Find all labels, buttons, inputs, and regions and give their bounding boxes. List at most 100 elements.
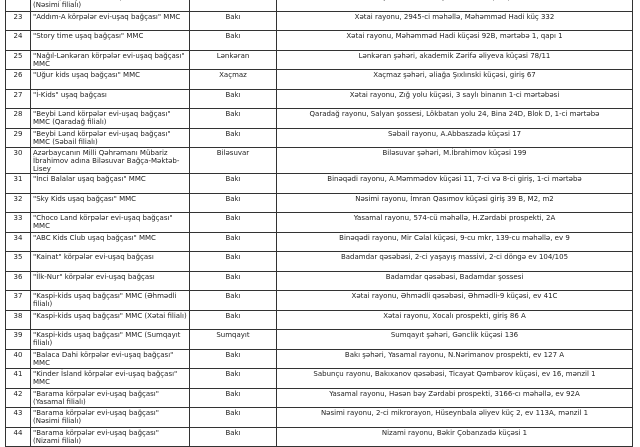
address: Xətai rayonu, 2945-ci məhəllə, Məhəmməd … bbox=[276, 10, 633, 31]
institution-name: "Kaspi-kids uşaq bağçası" MMC (Əhmədli f… bbox=[30, 290, 190, 311]
address: Sumqayıt şəhəri, Gənclik küçəsi 136 bbox=[276, 329, 633, 350]
row-number: 44 bbox=[5, 426, 31, 447]
institution-name: "Barama körpələr evi-uşaq bağçası" (Nəsi… bbox=[30, 407, 190, 428]
address: Biləsuvar şəhəri, M.İbrahimov küçəsi 199 bbox=[276, 147, 633, 174]
table-row: 30 Azərbaycanın Milli Qəhrəmanı Mübariz İ… bbox=[5, 147, 633, 174]
row-number: 29 bbox=[5, 127, 31, 148]
table-row: 33 "Choco Land körpələr evi-uşaq bağçası"… bbox=[5, 212, 633, 233]
address: Badamdar qəsəbəsi, Badamdar şossesi bbox=[276, 270, 633, 291]
institution-name: "Beybi Lənd körpələr evi-uşaq bağçası" M… bbox=[30, 127, 190, 148]
institution-name: "Kainat" körpələr evi-uşaq bağçası bbox=[30, 251, 190, 272]
institution-name: "Story time uşaq bağçası" MMC bbox=[30, 30, 190, 51]
city: Bakı bbox=[189, 0, 277, 12]
table-row: 35 "Kainat" körpələr evi-uşaq bağçası Bakı… bbox=[5, 251, 633, 272]
address: Bakı şəhəri, Nəsimi rayonu, Moskva prosp… bbox=[276, 0, 633, 12]
institution-name: "Addım-A körpələr evi-uşaq bağçası" MMC bbox=[30, 10, 190, 31]
city: Bakı bbox=[189, 192, 277, 213]
table-row: 34 "ABC Kids Club uşaq bağçası" MMC Bakı Bi… bbox=[5, 231, 633, 252]
table-row: 31 "İnci Balalar uşaq bağçası" MMC Bakı Bin… bbox=[5, 173, 633, 194]
row-number: 28 bbox=[5, 108, 31, 129]
city: Bakı bbox=[189, 407, 277, 428]
row-number: 35 bbox=[5, 251, 31, 272]
row-number: 32 bbox=[5, 192, 31, 213]
address: Qaradağ rayonu, Salyan şossesi, Lökbatan… bbox=[276, 108, 633, 129]
city: Bakı bbox=[189, 212, 277, 233]
row-number: 30 bbox=[5, 147, 31, 174]
city: Lənkəran bbox=[189, 49, 277, 70]
city: Sumqayıt bbox=[189, 329, 277, 350]
address: Xətai rayonu, Zığ yolu küçəsi, 3 saylı b… bbox=[276, 88, 633, 109]
institution-name: "Choco Land körpələr evi-uşaq bağçası" M… bbox=[30, 212, 190, 233]
address: Binəqədi rayonu, Mir Cəlal küçəsi, 9-cu … bbox=[276, 231, 633, 252]
institution-name: "Kaspi-kids uşaq bağçası" MMC (Xətai fil… bbox=[30, 309, 190, 330]
table-row: 42 "Barama körpələr evi-uşaq bağçası" (Ya… bbox=[5, 387, 633, 408]
table-row: 39 "Kaspi-kids uşaq bağçası" MMC (Sumqayı… bbox=[5, 329, 633, 350]
row-number: 22 bbox=[5, 0, 31, 12]
table-row: 29 "Beybi Lənd körpələr evi-uşaq bağçası"… bbox=[5, 127, 633, 148]
institution-name: "Sky Kids uşaq bağçası" MMC bbox=[30, 192, 190, 213]
row-number: 26 bbox=[5, 69, 31, 90]
institution-name: "Barama körpələr evi-uşaq bağçası" (Niza… bbox=[30, 426, 190, 447]
institution-name: "Balaca Dahi körpələr evi-uşaq bağçası" … bbox=[30, 348, 190, 369]
table-row: 40 "Balaca Dahi körpələr evi-uşaq bağçası… bbox=[5, 348, 633, 369]
institution-name: "İnci Balalar uşaq bağçası" MMC bbox=[30, 173, 190, 194]
city: Bakı bbox=[189, 231, 277, 252]
city: Xaçmaz bbox=[189, 69, 277, 90]
address: Bakı şəhəri, Yasamal rayonu, N.Nərimanov… bbox=[276, 348, 633, 369]
table-row: 37 "Kaspi-kids uşaq bağçası" MMC (Əhmədli… bbox=[5, 290, 633, 311]
city: Bakı bbox=[189, 127, 277, 148]
table-row: 44 "Barama körpələr evi-uşaq bağçası" (Ni… bbox=[5, 426, 633, 447]
institution-name: "Kaspi-kids uşaq bağçası" MMC (Sumqayıt … bbox=[30, 329, 190, 350]
row-number: 38 bbox=[5, 309, 31, 330]
institution-name: Azərbaycanın Milli Qəhrəmanı Mübariz İbr… bbox=[30, 147, 190, 174]
row-number: 33 bbox=[5, 212, 31, 233]
table-row: 28 "Beybi Lənd körpələr evi-uşaq bağçası"… bbox=[5, 108, 633, 129]
address: Yasamal rayonu, Həsən bəy Zərdabi prospe… bbox=[276, 387, 633, 408]
institution-name: "İlk-Nur" körpələr evi-uşaq bağçası bbox=[30, 270, 190, 291]
kindergarten-table: 22"Simurq liseyi təhsil kompleksi" MMC (… bbox=[5, 0, 633, 447]
address: Binəqədi rayonu, A.Məmmədov küçəsi 11, 7… bbox=[276, 173, 633, 194]
table-row: 38 "Kaspi-kids uşaq bağçası" MMC (Xətai f… bbox=[5, 309, 633, 330]
city: Bakı bbox=[189, 348, 277, 369]
address: Xətai rayonu, Məhəmməd Hadi küçəsi 92B, … bbox=[276, 30, 633, 51]
institution-name: "Barama körpələr evi-uşaq bağçası" (Yasa… bbox=[30, 387, 190, 408]
address: Nizami rayonu, Bəkir Çobanzadə küçəsi 1 bbox=[276, 426, 633, 447]
city: Bakı bbox=[189, 108, 277, 129]
city: Biləsuvar bbox=[189, 147, 277, 174]
table-row: 36 "İlk-Nur" körpələr evi-uşaq bağçası Bak… bbox=[5, 270, 633, 291]
table-row: 22"Simurq liseyi təhsil kompleksi" MMC (… bbox=[5, 0, 633, 12]
city: Bakı bbox=[189, 368, 277, 389]
row-number: 23 bbox=[5, 10, 31, 31]
address: Nəsimi rayonu, 2-ci mikrorayon, Hüseynba… bbox=[276, 407, 633, 428]
address: Nəsimi rayonu, İmran Qasımov küçəsi giri… bbox=[276, 192, 633, 213]
row-number: 34 bbox=[5, 231, 31, 252]
institution-name: "Beybi Lənd körpələr evi-uşaq bağçası" M… bbox=[30, 108, 190, 129]
row-number: 43 bbox=[5, 407, 31, 428]
city: Bakı bbox=[189, 251, 277, 272]
institution-name: "Simurq liseyi təhsil kompleksi" MMC (Nə… bbox=[30, 0, 190, 12]
table-row: 26 "Uğur kids uşaq bağçası" MMC Xaçmaz Xaçm… bbox=[5, 69, 633, 90]
row-number: 37 bbox=[5, 290, 31, 311]
city: Bakı bbox=[189, 10, 277, 31]
table-row: 41 "Kinder İsland körpələr evi-uşaq bağça… bbox=[5, 368, 633, 389]
row-number: 36 bbox=[5, 270, 31, 291]
institution-name: "Nağıl-Lənkəran körpələr evi-uşaq bağças… bbox=[30, 49, 190, 70]
table-row: 32 "Sky Kids uşaq bağçası" MMC Bakı Nəsimi … bbox=[5, 192, 633, 213]
city: Bakı bbox=[189, 290, 277, 311]
city: Bakı bbox=[189, 309, 277, 330]
table-row: 43 "Barama körpələr evi-uşaq bağçası" (Nə… bbox=[5, 407, 633, 428]
table-row: 23 "Addım-A körpələr evi-uşaq bağçası" MM… bbox=[5, 10, 633, 31]
address: Xətai rayonu, Xocalı prospekti, giriş 86… bbox=[276, 309, 633, 330]
institution-name: "ABC Kids Club uşaq bağçası" MMC bbox=[30, 231, 190, 252]
row-number: 39 bbox=[5, 329, 31, 350]
city: Bakı bbox=[189, 270, 277, 291]
city: Bakı bbox=[189, 173, 277, 194]
address: Sabunçu rayonu, Bakıxanov qəsəbəsi, Tica… bbox=[276, 368, 633, 389]
institution-name: "Uğur kids uşaq bağçası" MMC bbox=[30, 69, 190, 90]
address: Xaçmaz şəhəri, əliağa Şıxlınski küçəsi, … bbox=[276, 69, 633, 90]
address: Yasamal rayonu, 574-cü məhəllə, H.Zərdab… bbox=[276, 212, 633, 233]
city: Bakı bbox=[189, 88, 277, 109]
address: Səbail rayonu, A.Abbaszadə küçəsi 17 bbox=[276, 127, 633, 148]
table-row: 25 "Nağıl-Lənkəran körpələr evi-uşaq bağç… bbox=[5, 49, 633, 70]
city: Bakı bbox=[189, 387, 277, 408]
